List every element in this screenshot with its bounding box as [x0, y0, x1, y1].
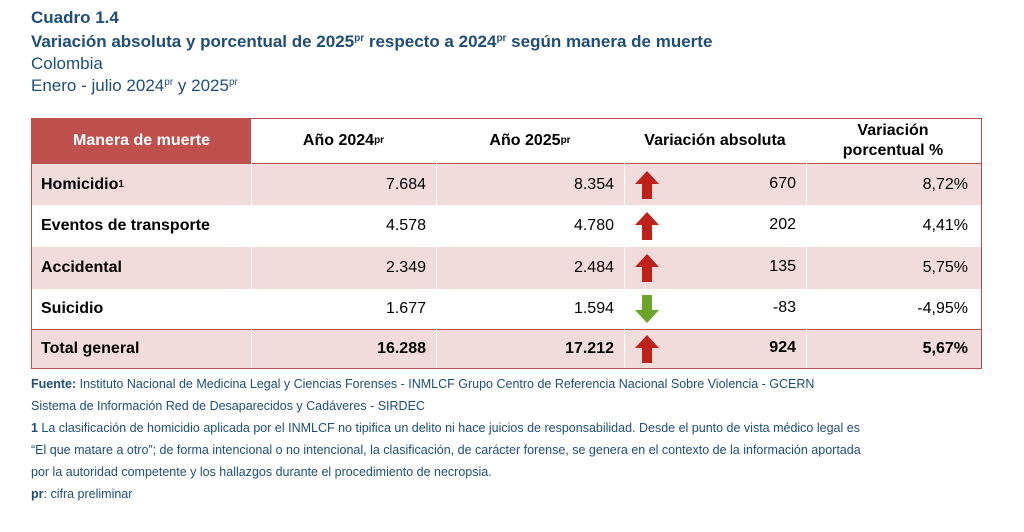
- title-part: respecto a 2024: [364, 32, 497, 51]
- header-var-pct: Variación porcentual %: [806, 119, 980, 163]
- column-divider: [624, 119, 625, 368]
- variation-percent: 8,72%: [922, 175, 968, 193]
- value-2025: 1.594: [573, 300, 614, 317]
- title-sup: pr: [496, 33, 507, 44]
- source-label: Fuente:: [31, 377, 77, 391]
- period-sup: pr: [228, 77, 238, 88]
- header-2025: Año 2025 pr: [489, 132, 571, 149]
- table-row: Suicidio 1.677 1.594 -83 -4,95%: [32, 289, 981, 329]
- source-text: Instituto Nacional de Medicina Legal y C…: [76, 377, 815, 391]
- arrow-up-icon: [635, 170, 659, 199]
- title-sup: pr: [354, 33, 365, 44]
- footnotes: Fuente: Instituto Nacional de Medicina L…: [31, 373, 861, 505]
- variation-absolute: 924: [769, 339, 796, 357]
- variation-percent: 4,41%: [922, 217, 968, 234]
- value-2024: 7.684: [385, 175, 426, 193]
- variation-cell: -83: [624, 289, 806, 329]
- variation-absolute: 135: [769, 258, 796, 276]
- footnote-1-label: 1: [31, 421, 38, 435]
- column-divider: [251, 119, 252, 368]
- column-divider: [806, 119, 807, 368]
- header-var-abs: Variación absoluta: [644, 132, 786, 149]
- value-2024: 1.677: [385, 300, 426, 317]
- arrow-up-icon: [635, 254, 659, 282]
- row-label-text: Eventos de transporte: [41, 217, 210, 234]
- row-label-text: Homicidio: [41, 175, 119, 193]
- arrow-down-icon: [635, 295, 659, 323]
- row-label-text: Total general: [41, 340, 140, 357]
- row-label: Accidental: [32, 247, 251, 289]
- table-row: Homicidio 1 7.684 8.354 670 8,72%: [32, 164, 981, 205]
- variation-percent: 5,75%: [922, 259, 968, 276]
- value-2024: 2.349: [385, 259, 426, 276]
- column-divider: [436, 119, 437, 368]
- variation-cell: 924: [624, 330, 806, 368]
- header-2025-text: Año 2025: [489, 132, 561, 149]
- period-part: Enero - julio 2024: [31, 76, 165, 95]
- header-var-pct-line2: porcentual %: [842, 142, 944, 159]
- table-row: Accidental 2.349 2.484 135 5,75%: [32, 247, 981, 289]
- value-2025: 17.212: [565, 340, 614, 357]
- row-label: Homicidio 1: [41, 175, 124, 193]
- row-label: Eventos de transporte: [32, 205, 251, 247]
- source-note-line2: Sistema de Información Red de Desapareci…: [31, 399, 425, 413]
- variation-percent: 5,67%: [922, 340, 968, 357]
- variation-cell: 670: [624, 164, 806, 205]
- table-title: Variación absoluta y porcentual de 2025p…: [31, 30, 712, 53]
- pr-note: pr: cifra preliminar: [31, 483, 861, 505]
- row-label: Total general: [32, 330, 251, 368]
- table-row: Eventos de transporte 4.578 4.780 202 4,…: [32, 205, 981, 247]
- footnote-1-text: La clasificación de homicidio aplicada p…: [37, 421, 860, 435]
- period-part: y 2025: [173, 76, 229, 95]
- table-total-row: Total general 16.288 17.212 924 5,67%: [32, 329, 981, 368]
- period-label: Enero - julio 2024pr y 2025pr: [31, 75, 712, 97]
- period-sup: pr: [164, 77, 174, 88]
- header-manera: Manera de muerte: [32, 119, 251, 163]
- table-header-row: Manera de muerte Año 2024 pr Año 2025 pr V…: [32, 119, 981, 164]
- header-2024: Año 2024 pr: [302, 132, 385, 149]
- variation-cell: 202: [624, 205, 806, 247]
- row-label-text: Suicidio: [41, 300, 104, 317]
- arrow-up-icon: [635, 212, 659, 240]
- value-2025: 2.484: [573, 259, 614, 276]
- source-note: Fuente: Instituto Nacional de Medicina L…: [31, 373, 861, 395]
- footnote-1-line2: “El que matare a otro”; de forma intenci…: [31, 443, 861, 457]
- title-part: según manera de muerte: [506, 32, 713, 51]
- value-2025: 8.354: [573, 175, 614, 193]
- variation-absolute: 202: [769, 216, 796, 234]
- pr-text: : cifra preliminar: [43, 487, 133, 501]
- data-table: Manera de muerte Año 2024 pr Año 2025 pr V…: [31, 118, 982, 369]
- variation-absolute: -83: [772, 299, 796, 317]
- table-number: Cuadro 1.4: [31, 8, 119, 27]
- pr-label: pr: [31, 487, 44, 501]
- footnote-1: 1 La clasificación de homicidio aplicada…: [31, 417, 861, 439]
- header-var-pct-line1: Variación: [857, 122, 929, 139]
- variation-cell: 135: [624, 247, 806, 289]
- footnote-1-line3: por la autoridad competente y los hallaz…: [31, 465, 492, 479]
- title-block: Cuadro 1.4 Variación absoluta y porcentu…: [31, 6, 712, 97]
- value-2024: 4.578: [385, 217, 426, 234]
- title-part: Variación absoluta y porcentual de 2025: [31, 32, 355, 51]
- arrow-up-icon: [635, 335, 659, 363]
- header-2024-text: Año 2024: [302, 132, 375, 149]
- variation-absolute: 670: [769, 174, 796, 192]
- row-label: Suicidio: [32, 289, 251, 329]
- row-label-text: Accidental: [41, 259, 122, 276]
- variation-percent: -4,95%: [917, 300, 968, 317]
- country-label: Colombia: [31, 54, 103, 73]
- value-2025: 4.780: [573, 217, 614, 234]
- value-2024: 16.288: [377, 340, 426, 357]
